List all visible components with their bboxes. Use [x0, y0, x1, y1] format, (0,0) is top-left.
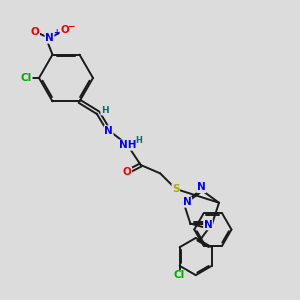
Text: N: N: [204, 220, 212, 230]
Text: NH: NH: [119, 140, 136, 150]
Text: O: O: [31, 26, 40, 37]
Text: N: N: [104, 126, 113, 136]
Text: Cl: Cl: [174, 270, 185, 280]
Text: S: S: [172, 184, 180, 194]
Text: O: O: [123, 167, 132, 178]
Text: H: H: [101, 106, 109, 115]
Text: O: O: [60, 25, 69, 35]
Text: +: +: [53, 28, 59, 37]
Text: H: H: [135, 136, 142, 146]
Text: N: N: [183, 197, 192, 207]
Text: N: N: [45, 33, 54, 43]
Text: Cl: Cl: [21, 73, 32, 83]
Text: −: −: [68, 22, 75, 31]
Text: N: N: [197, 182, 206, 193]
